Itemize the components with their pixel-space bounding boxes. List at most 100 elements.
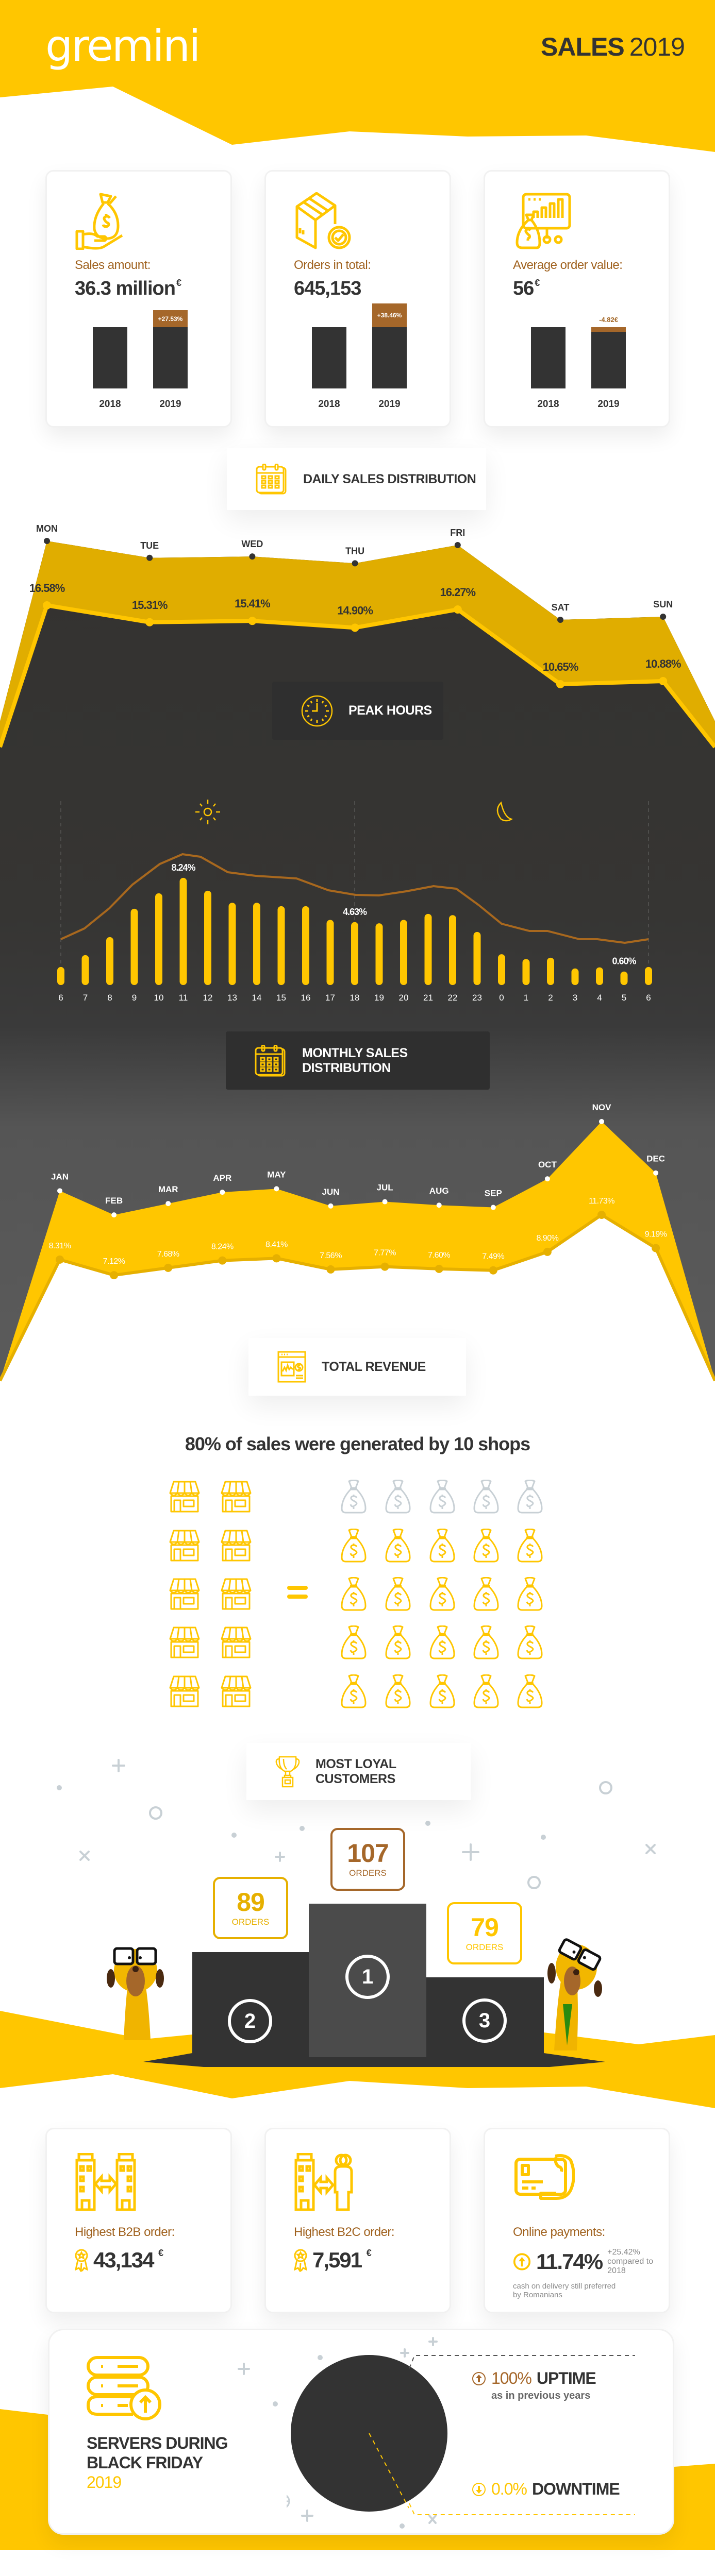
money-bag-icon: [428, 1674, 457, 1708]
highlight-value-number: 43,134: [93, 2248, 154, 2272]
month-value-label: 11.73%: [589, 1197, 614, 1206]
day-value-point: [248, 617, 257, 625]
hour-tick-label: 12: [203, 993, 213, 1003]
hourly-trend-line: [60, 853, 649, 944]
money-bag-icon: [472, 1529, 501, 1563]
month-label: JAN: [51, 1172, 69, 1181]
third-place-orders-box: 79 ORDERS: [447, 1902, 522, 1964]
monthly-value-line: [0, 1213, 715, 1382]
hour-bar: [302, 906, 309, 985]
online-payments-card: Online payments: 11.74% +25.42% compared …: [484, 2128, 670, 2313]
shop-icon: [169, 1578, 200, 1610]
section-title: DAILY SALES DISTRIBUTION: [303, 471, 476, 486]
stat-value-number: 645,153: [294, 278, 361, 299]
month-marker: [653, 1170, 659, 1176]
day-label: WED: [241, 539, 263, 549]
month-value-label: 8.31%: [49, 1242, 71, 1250]
payments-change-note: compared to 2018: [607, 2257, 654, 2275]
hour-bar: [547, 957, 554, 985]
year-label: 2019: [159, 399, 181, 410]
money-bag-icon: [428, 1529, 457, 1563]
money-bag-icon: [339, 1577, 368, 1611]
month-label: APR: [213, 1173, 231, 1183]
shop-icon: [221, 1481, 252, 1513]
package-check-icon: [295, 192, 351, 249]
uptime-value: 100%: [491, 2369, 532, 2387]
orders-count: 107: [347, 1839, 389, 1868]
hour-tick-label: 7: [83, 993, 88, 1003]
highlight-label: Highest B2B order:: [75, 2225, 175, 2239]
servers-decorative-symbols: [238, 2337, 438, 2529]
money-bag-icon: [384, 1625, 412, 1659]
servers-title: SERVERS DURING BLACK FRIDAY 2019: [87, 2433, 228, 2492]
hour-bar: [277, 906, 285, 985]
day-label: FRI: [450, 528, 465, 538]
hour-bar: [179, 877, 187, 985]
card-hand-icon: [514, 2154, 575, 2200]
hour-bar: [571, 968, 579, 985]
podium-rank-2: 2: [228, 1999, 272, 2043]
loyal-customers-section-header: MOST LOYAL CUSTOMERS: [246, 1743, 471, 1800]
money-bag-hand-icon: [75, 193, 123, 250]
day-label: MON: [36, 523, 58, 534]
server-upload-icon: [87, 2356, 161, 2420]
clock-icon: [301, 695, 333, 726]
month-marker: [165, 1201, 171, 1207]
stat-value-number: 56: [513, 278, 534, 299]
revenue-dashboard-icon: [277, 1351, 306, 1383]
highlight-value-row: 7,591 €: [294, 2248, 372, 2273]
hour-bar: [498, 954, 505, 985]
title-bold: SALES: [541, 32, 625, 61]
hour-tick-label: 6: [58, 993, 63, 1003]
money-bag-icon-inactive: [384, 1480, 412, 1514]
servers-title-line-2: BLACK FRIDAY: [87, 2453, 203, 2472]
month-label: DEC: [646, 1154, 665, 1164]
month-marker: [220, 1190, 225, 1195]
hour-tick-label: 11: [179, 993, 188, 1003]
month-label: AUG: [429, 1186, 449, 1196]
average-order-card: Average order value: 56 € -4.82€ 2018 2019: [484, 170, 670, 428]
month-marker: [490, 1205, 496, 1210]
hour-tick-label: 22: [448, 993, 458, 1003]
money-bag-icon: [516, 1625, 544, 1659]
downtime-label: DOWNTIME: [531, 2480, 620, 2498]
stat-value-number: 36.3 million: [75, 278, 176, 299]
hour-tick-label: 10: [154, 993, 164, 1003]
note-line-2: by Romanians: [513, 2291, 562, 2299]
highlight-value-row: 11.74% +25.42% compared to 2018: [513, 2248, 669, 2276]
hour-tick-label: 19: [374, 993, 384, 1003]
calendar-icon: [255, 1044, 286, 1076]
shop-icon: [169, 1675, 200, 1707]
month-value-label: 8.41%: [265, 1240, 288, 1249]
month-label: JUN: [322, 1187, 339, 1197]
month-label: JUL: [377, 1183, 393, 1193]
hour-tick-label: 15: [276, 993, 286, 1003]
highlight-value: 7,591 €: [312, 2248, 372, 2273]
hour-bar: [228, 903, 236, 985]
month-value-point: [435, 1264, 443, 1273]
day-marker: [352, 560, 358, 567]
month-value-point: [326, 1265, 335, 1274]
day-value-point: [659, 677, 668, 686]
award-ribbon-icon: [75, 2249, 88, 2272]
month-value-point: [543, 1247, 552, 1256]
arrow-up-circle-icon: [472, 2371, 486, 2385]
month-value-label: 9.19%: [645, 1230, 667, 1239]
bar-change-segment: [591, 327, 626, 332]
hour-bar: [326, 920, 334, 985]
highlight-value-unit: €: [158, 2248, 163, 2258]
uptime-pie-chart: [287, 2355, 447, 2512]
hour-tick-label: 9: [132, 993, 137, 1003]
day-marker: [44, 538, 50, 544]
day-label: SAT: [552, 602, 570, 613]
highlight-label: Highest B2C order:: [294, 2225, 395, 2239]
day-value-point: [145, 618, 154, 626]
meerkat-right-mascot: [547, 1938, 602, 2050]
peak-hours-chart: 6 7 8 9 10 11 12 13 14 15 16 17 18 19 20 21 22 23 0 1 2 3 4 5 68…: [57, 800, 652, 1003]
hour-tick-label: 13: [227, 993, 237, 1003]
section-title: MONTHLY SALES DISTRIBUTION: [302, 1045, 408, 1075]
orders-count: 79: [471, 1913, 499, 1942]
shop-icon: [221, 1626, 252, 1658]
shop-icon: [169, 1530, 200, 1562]
shop-icon: [169, 1626, 200, 1658]
